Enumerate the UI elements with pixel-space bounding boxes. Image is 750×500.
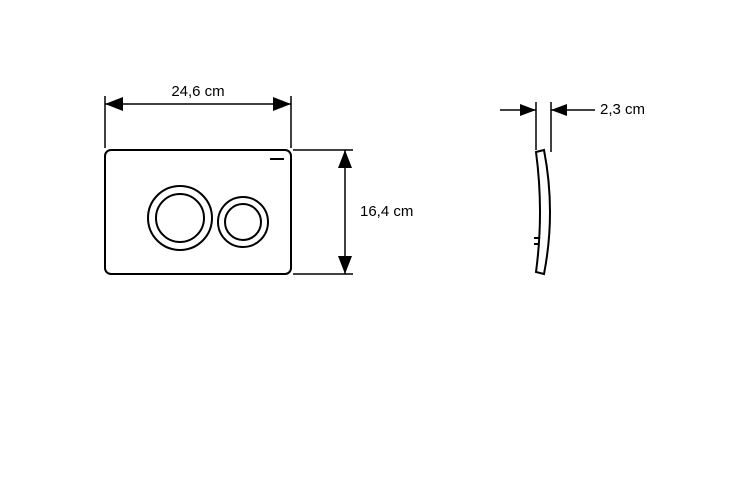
dimension-depth-label: 2,3 cm bbox=[600, 101, 645, 118]
arrow-down-icon bbox=[338, 256, 352, 274]
technical-diagram: 24,6 cm 16,4 cm 2,3 cm bbox=[0, 0, 750, 500]
brand-mark bbox=[270, 158, 284, 160]
side-view bbox=[534, 150, 550, 274]
arrow-up-icon bbox=[338, 150, 352, 168]
arrow-left-icon bbox=[105, 97, 123, 111]
flush-plate bbox=[105, 150, 291, 274]
arrow-left-icon bbox=[551, 104, 567, 116]
arrow-right-icon bbox=[520, 104, 536, 116]
dimension-height-label: 16,4 cm bbox=[360, 203, 413, 220]
dimension-depth: 2,3 cm bbox=[500, 101, 645, 152]
dimension-width-label: 24,6 cm bbox=[171, 83, 224, 100]
flush-button-large-outer bbox=[148, 186, 212, 250]
side-profile bbox=[536, 150, 550, 274]
front-view bbox=[105, 150, 291, 274]
dimension-width: 24,6 cm bbox=[105, 83, 291, 148]
arrow-right-icon bbox=[273, 97, 291, 111]
flush-button-small-inner bbox=[225, 204, 261, 240]
flush-button-large-inner bbox=[156, 194, 204, 242]
dimension-height: 16,4 cm bbox=[293, 150, 413, 274]
